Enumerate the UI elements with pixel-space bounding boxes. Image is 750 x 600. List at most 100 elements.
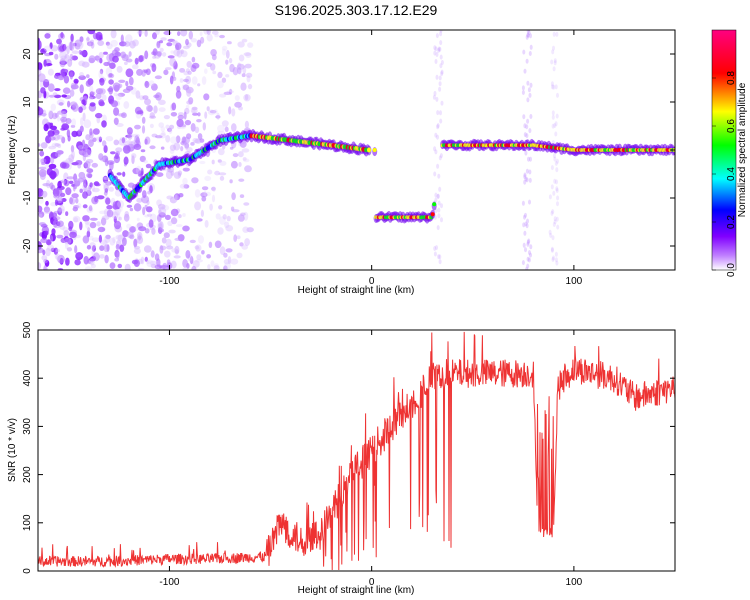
spectrogram-noise-blob xyxy=(221,120,229,127)
spectrogram-noise-blob xyxy=(110,30,117,39)
spectrogram-noise-blob xyxy=(83,149,92,158)
spectrogram-noise-blob xyxy=(149,145,156,150)
spectrogram-noise-blob xyxy=(244,63,252,69)
spectrogram-noise-blob xyxy=(69,42,75,52)
spectrogram-noise-blob xyxy=(82,215,90,222)
spectrogram-noise-blob xyxy=(233,234,238,242)
spectrogram-streak-blob xyxy=(437,173,441,179)
spectrogram-noise-blob xyxy=(236,252,243,259)
spectrogram-noise-blob xyxy=(176,85,181,93)
spectrogram-noise-blob xyxy=(189,239,196,244)
spectrogram-streak-blob xyxy=(553,216,557,222)
spectrogram-noise-blob xyxy=(87,227,91,232)
spectrogram-streak-blob xyxy=(438,259,442,265)
spectrogram-noise-blob xyxy=(97,226,106,233)
spectrogram-noise-blob xyxy=(174,245,180,255)
spectrogram-noise-blob xyxy=(92,128,100,135)
spectrogram-noise-blob xyxy=(156,41,161,48)
spectrogram-streak-blob xyxy=(550,165,554,171)
spectrogram-noise-blob xyxy=(79,188,83,193)
spectrogram-noise-blob xyxy=(111,211,119,219)
snr-y-tick-label: 0 xyxy=(22,568,33,574)
spectrogram-streak-blob xyxy=(529,33,532,39)
spectrogram-x-tick-label: 0 xyxy=(369,276,375,287)
spectrogram-noise-blob xyxy=(144,228,150,234)
snr-series-line xyxy=(38,331,675,571)
colorbar-tick-label: 0.2 xyxy=(726,215,737,229)
spectrogram-streak-blob xyxy=(550,81,554,87)
spectrogram-noise-blob xyxy=(204,175,212,181)
spectrogram-streak-blob xyxy=(550,210,554,216)
spectrogram-noise-blob xyxy=(197,133,203,140)
spectrogram-noise-blob xyxy=(108,79,114,85)
spectrogram-noise-blob xyxy=(115,234,123,240)
spectrogram-noise-blob xyxy=(232,153,239,158)
spectrogram-noise-blob xyxy=(115,152,119,160)
spectrogram-streak-blob xyxy=(439,63,443,69)
spectrogram-noise-blob xyxy=(48,145,56,150)
spectrogram-streak-blob xyxy=(437,254,441,260)
spectrogram-noise-blob xyxy=(88,139,94,148)
spectrogram-noise-blob xyxy=(182,225,190,232)
spectrogram-noise-blob xyxy=(225,225,234,232)
spectrogram-noise-blob xyxy=(167,127,172,132)
spectrogram-noise-blob xyxy=(46,244,55,252)
spectrogram-noise-blob xyxy=(161,237,167,244)
spectrogram-noise-blob xyxy=(192,112,199,116)
spectrogram-streak-blob xyxy=(553,58,557,64)
spectrogram-noise-blob xyxy=(101,215,110,221)
spectrogram-noise-blob xyxy=(90,217,98,221)
spectrogram-noise-blob xyxy=(95,136,103,140)
spectrogram-noise-blob xyxy=(48,109,54,118)
spectrogram-streak-blob xyxy=(528,51,532,56)
spectrogram-noise-blob xyxy=(53,216,61,221)
spectrogram-noise-blob xyxy=(161,52,167,57)
spectrogram-noise-blob xyxy=(52,92,58,96)
spectrogram-noise-blob xyxy=(144,50,149,60)
spectrogram-noise-blob xyxy=(99,245,105,252)
spectrogram-noise-blob xyxy=(40,87,46,94)
spectrogram-streak-blob xyxy=(525,168,529,174)
spectrogram-streak-blob xyxy=(525,58,529,64)
spectrogram-streak-blob xyxy=(522,242,526,248)
spectrogram-noise-blob xyxy=(60,68,66,78)
spectrogram-noise-blob xyxy=(104,234,110,244)
spectrogram-noise-blob xyxy=(103,176,109,180)
spectrogram-noise-blob xyxy=(89,182,93,188)
spectrogram-noise-blob xyxy=(56,38,62,45)
spectrogram-noise-blob xyxy=(195,259,204,263)
spectrogram-noise-blob xyxy=(170,260,177,269)
spectrogram-noise-blob xyxy=(64,53,70,63)
spectrogram-noise-blob xyxy=(81,61,90,68)
spectrogram-noise-blob xyxy=(180,50,188,58)
spectrogram-noise-blob xyxy=(125,68,134,78)
spectrogram-noise-blob xyxy=(105,234,111,240)
spectrogram-noise-blob xyxy=(213,265,220,270)
spectrogram-streak-blob xyxy=(439,153,443,159)
spectrogram-noise-blob xyxy=(221,48,227,56)
spectrogram-noise-blob xyxy=(240,82,247,91)
spectrogram-noise-blob xyxy=(182,267,188,270)
spectrogram-streak-blob xyxy=(435,245,438,251)
spectrogram-streak-blob xyxy=(528,177,532,183)
spectrogram-noise-blob xyxy=(138,30,142,37)
spectrogram-streak-blob xyxy=(523,68,527,74)
spectrogram-noise-blob xyxy=(134,106,142,115)
spectrogram-noise-blob xyxy=(169,149,175,155)
spectrogram-noise-blob xyxy=(69,53,74,62)
spectrogram-streak-blob xyxy=(555,188,559,193)
spectrogram-streak-blob xyxy=(550,246,554,252)
spectrogram-noise-blob xyxy=(71,130,78,138)
spectrogram-streak-blob xyxy=(526,32,530,38)
spectrogram-noise-blob xyxy=(125,80,129,87)
spectrogram-noise-blob xyxy=(217,130,225,135)
spectrogram-noise-blob xyxy=(158,209,162,216)
spectrogram-noise-blob xyxy=(161,131,166,136)
spectrogram-noise-blob xyxy=(57,180,62,189)
spectrogram-noise-blob xyxy=(106,53,114,62)
spectrogram-noise-blob xyxy=(133,238,138,248)
spectrogram-noise-blob xyxy=(210,63,216,71)
spectrogram-streak-blob xyxy=(551,123,555,129)
spectrogram-streak-blob xyxy=(440,217,443,223)
spectrogram-noise-blob xyxy=(122,171,126,177)
